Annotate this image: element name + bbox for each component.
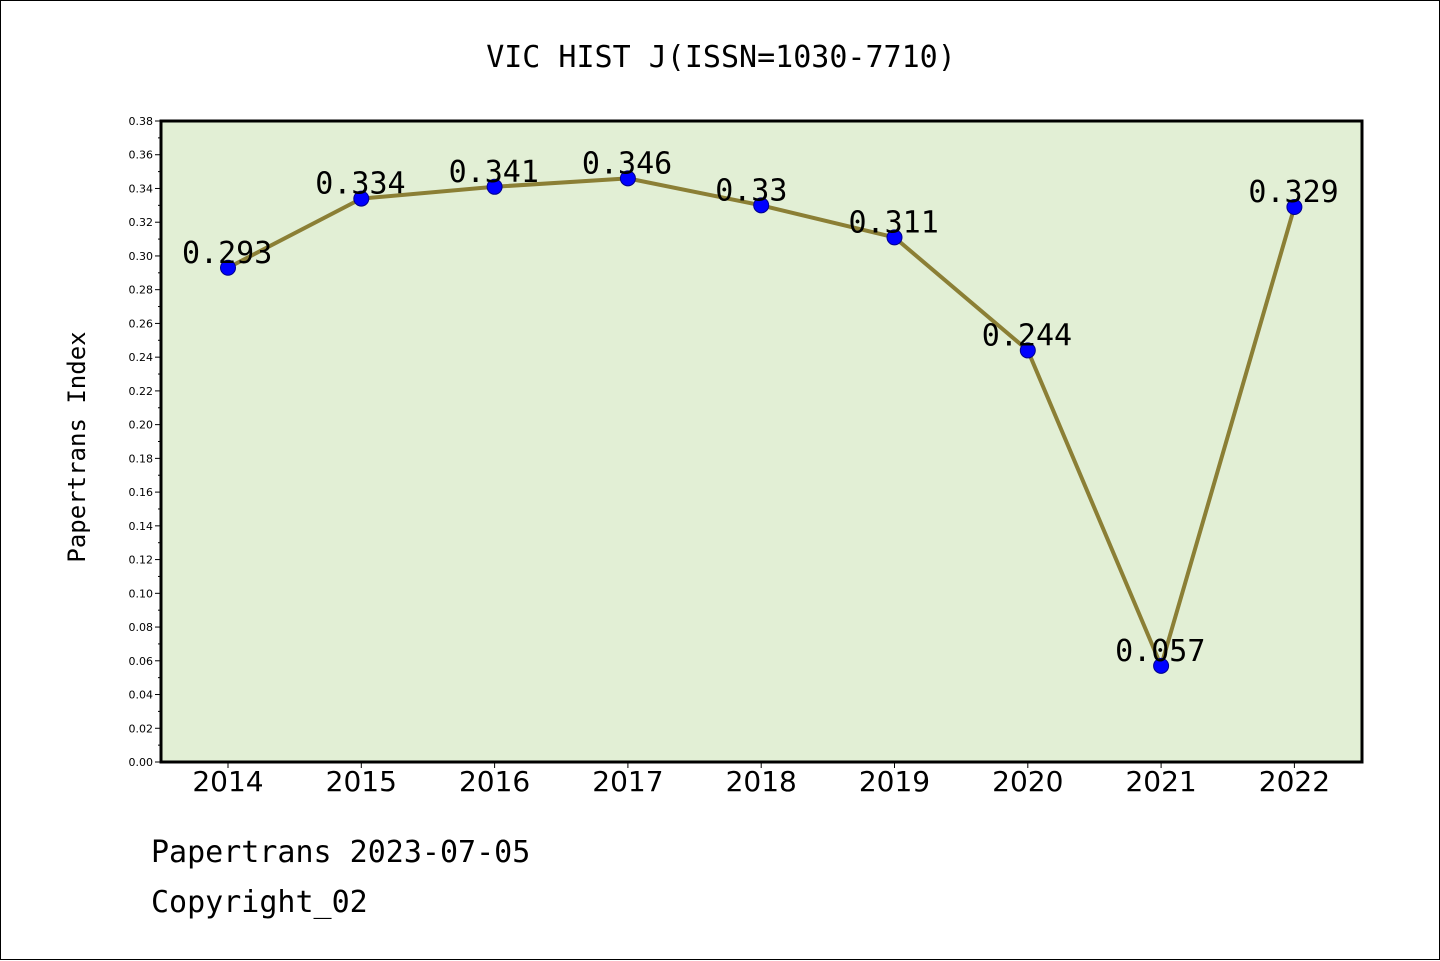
- x-tick-label: 2020: [992, 765, 1063, 798]
- data-point-marker: [486, 178, 503, 195]
- axis-ticks: 0.00 0.02 0.04 0.06 0.08 0.10 0.12 0.14 0.16 0.18…: [129, 115, 1331, 798]
- y-tick-label: 0.26: [129, 317, 154, 330]
- y-tick-label: 0.22: [129, 385, 154, 398]
- y-tick-label: 0.34: [129, 182, 154, 195]
- x-tick-label: 2016: [459, 765, 530, 798]
- y-tick-label: 0.12: [129, 554, 154, 567]
- x-tick-label: 2019: [859, 765, 930, 798]
- y-tick-label: 0.20: [129, 419, 154, 432]
- x-tick-label: 2015: [326, 765, 397, 798]
- data-label: 0.311: [849, 205, 939, 240]
- data-label: 0.244: [982, 318, 1072, 353]
- x-tick-label: 2022: [1259, 765, 1330, 798]
- data-label: 0.341: [449, 155, 539, 190]
- data-series: [220, 170, 1303, 674]
- data-label: 0.329: [1248, 175, 1338, 210]
- y-tick-label: 0.06: [129, 655, 154, 668]
- footer-date-line: Papertrans 2023-07-05: [151, 835, 531, 870]
- y-tick-label: 0.28: [129, 284, 154, 297]
- data-point-marker: [1286, 199, 1303, 216]
- y-tick-label: 0.38: [129, 115, 154, 128]
- y-tick-label: 0.30: [129, 250, 154, 263]
- x-tick-label: 2018: [726, 765, 797, 798]
- y-tick-label: 0.32: [129, 216, 154, 229]
- y-tick-label: 0.16: [129, 486, 154, 499]
- y-tick-label: 0.24: [129, 351, 154, 364]
- data-point-marker: [353, 190, 370, 207]
- data-point-marker: [619, 170, 636, 187]
- data-label: 0.33: [715, 173, 787, 208]
- y-tick-label: 0.02: [129, 722, 154, 735]
- x-tick-label: 2021: [1125, 765, 1196, 798]
- data-point-marker: [1019, 342, 1036, 359]
- x-tick-label: 2014: [192, 765, 263, 798]
- data-labels: 0.293 0.334 0.341 0.346 0.33 0.311 0.244 0.057 0…: [182, 146, 1339, 668]
- data-label: 0.334: [315, 167, 405, 202]
- chart-title: VIC HIST J(ISSN=1030-7710): [486, 40, 956, 75]
- y-tick-label: 0.00: [129, 756, 154, 769]
- data-point-marker: [753, 197, 770, 214]
- y-tick-label: 0.08: [129, 621, 154, 634]
- y-axis-label: Papertrans Index: [63, 331, 91, 562]
- x-tick-label: 2017: [592, 765, 663, 798]
- y-tick-label: 0.04: [129, 689, 154, 702]
- data-point-marker: [220, 259, 236, 276]
- data-point-marker: [886, 229, 903, 246]
- y-tick-label: 0.36: [129, 149, 154, 162]
- data-label: 0.293: [182, 236, 272, 271]
- data-point-marker: [1153, 657, 1170, 674]
- data-label: 0.346: [582, 146, 672, 181]
- data-label: 0.057: [1115, 634, 1205, 669]
- footer-copyright-line: Copyright_02: [151, 885, 368, 920]
- y-tick-label: 0.18: [129, 452, 154, 465]
- y-tick-label: 0.14: [129, 520, 154, 533]
- y-tick-label: 0.10: [129, 587, 154, 600]
- plot-area: [159, 119, 1364, 764]
